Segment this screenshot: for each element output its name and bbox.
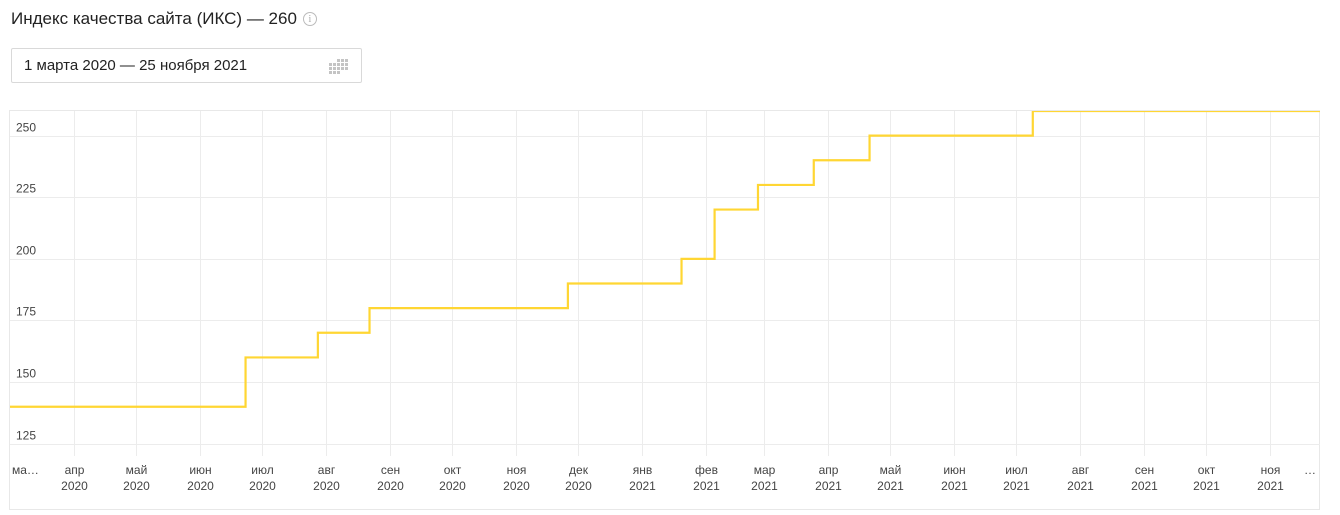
y-tick-label: 250 — [16, 121, 36, 135]
x-tick-year: 2021 — [693, 479, 720, 493]
x-tick-year: 2020 — [503, 479, 530, 493]
x-tick-year: 2021 — [1193, 479, 1220, 493]
x-tick-year: 2020 — [123, 479, 150, 493]
x-tick-year: 2021 — [1131, 479, 1158, 493]
x-tick-year: 2020 — [187, 479, 214, 493]
x-tick-year: 2021 — [815, 479, 842, 493]
y-tick-label: 125 — [16, 429, 36, 443]
x-tick-month: авг — [318, 463, 336, 477]
x-tick-month: окт — [1198, 463, 1216, 477]
x-tick-month: дек — [569, 463, 589, 477]
y-tick-label: 150 — [16, 367, 36, 381]
x-tick-month: май — [880, 463, 902, 477]
x-tick-month: сен — [381, 463, 400, 477]
x-tick-month: ноя — [507, 463, 527, 477]
x-tick-month: сен — [1135, 463, 1154, 477]
x-tick-year: 2021 — [941, 479, 968, 493]
x-tick-year: 2020 — [61, 479, 88, 493]
date-range-value: 1 марта 2020 — 25 ноября 2021 — [24, 57, 248, 74]
x-tick-month: ма… — [12, 463, 39, 477]
x-tick-month: мар — [754, 463, 776, 477]
x-tick-year: 2020 — [377, 479, 404, 493]
x-tick-month: авг — [1072, 463, 1090, 477]
x-tick-month: июл — [1005, 463, 1027, 477]
series-line — [10, 111, 1320, 408]
x-tick-month: окт — [444, 463, 462, 477]
chart-container: 125 150 175 200 225 250 ма… апр 2020 май 2020 июн 20… — [9, 110, 1321, 510]
x-tick-month: апр — [819, 463, 839, 477]
x-tick-month: июл — [251, 463, 273, 477]
x-tick-year: 2021 — [1067, 479, 1094, 493]
x-tick-month: июн — [943, 463, 965, 477]
info-circle-icon[interactable]: i — [302, 12, 317, 26]
x-tick-year: 2021 — [1003, 479, 1030, 493]
x-tick-month: май — [126, 463, 148, 477]
x-tick-month: июн — [189, 463, 211, 477]
x-tick-year: 2021 — [1257, 479, 1284, 493]
x-tick-month: ноя — [1261, 463, 1281, 477]
y-tick-label: 200 — [16, 244, 36, 258]
y-tick-label: 225 — [16, 182, 36, 196]
x-tick-year: 2021 — [877, 479, 904, 493]
x-tick-month: … — [1304, 463, 1316, 477]
date-range-picker[interactable]: 1 марта 2020 — 25 ноября 2021 — [11, 48, 362, 83]
x-tick-month: апр — [65, 463, 85, 477]
iks-chart: 125 150 175 200 225 250 ма… апр 2020 май 2020 июн 20… — [10, 111, 1321, 493]
x-tick-year: 2021 — [751, 479, 778, 493]
y-tick-label: 175 — [16, 305, 36, 319]
calendar-grid-icon[interactable] — [329, 59, 348, 74]
x-tick-month: фев — [695, 463, 718, 477]
x-tick-year: 2020 — [565, 479, 592, 493]
x-tick-year: 2020 — [313, 479, 340, 493]
x-tick-year: 2021 — [629, 479, 656, 493]
x-tick-month: янв — [633, 463, 653, 477]
x-tick-year: 2020 — [439, 479, 466, 493]
x-tick-year: 2020 — [249, 479, 276, 493]
page-header: Индекс качества сайта (ИКС) — 260 i — [11, 9, 317, 29]
page-title: Индекс качества сайта (ИКС) — 260 — [11, 9, 297, 28]
